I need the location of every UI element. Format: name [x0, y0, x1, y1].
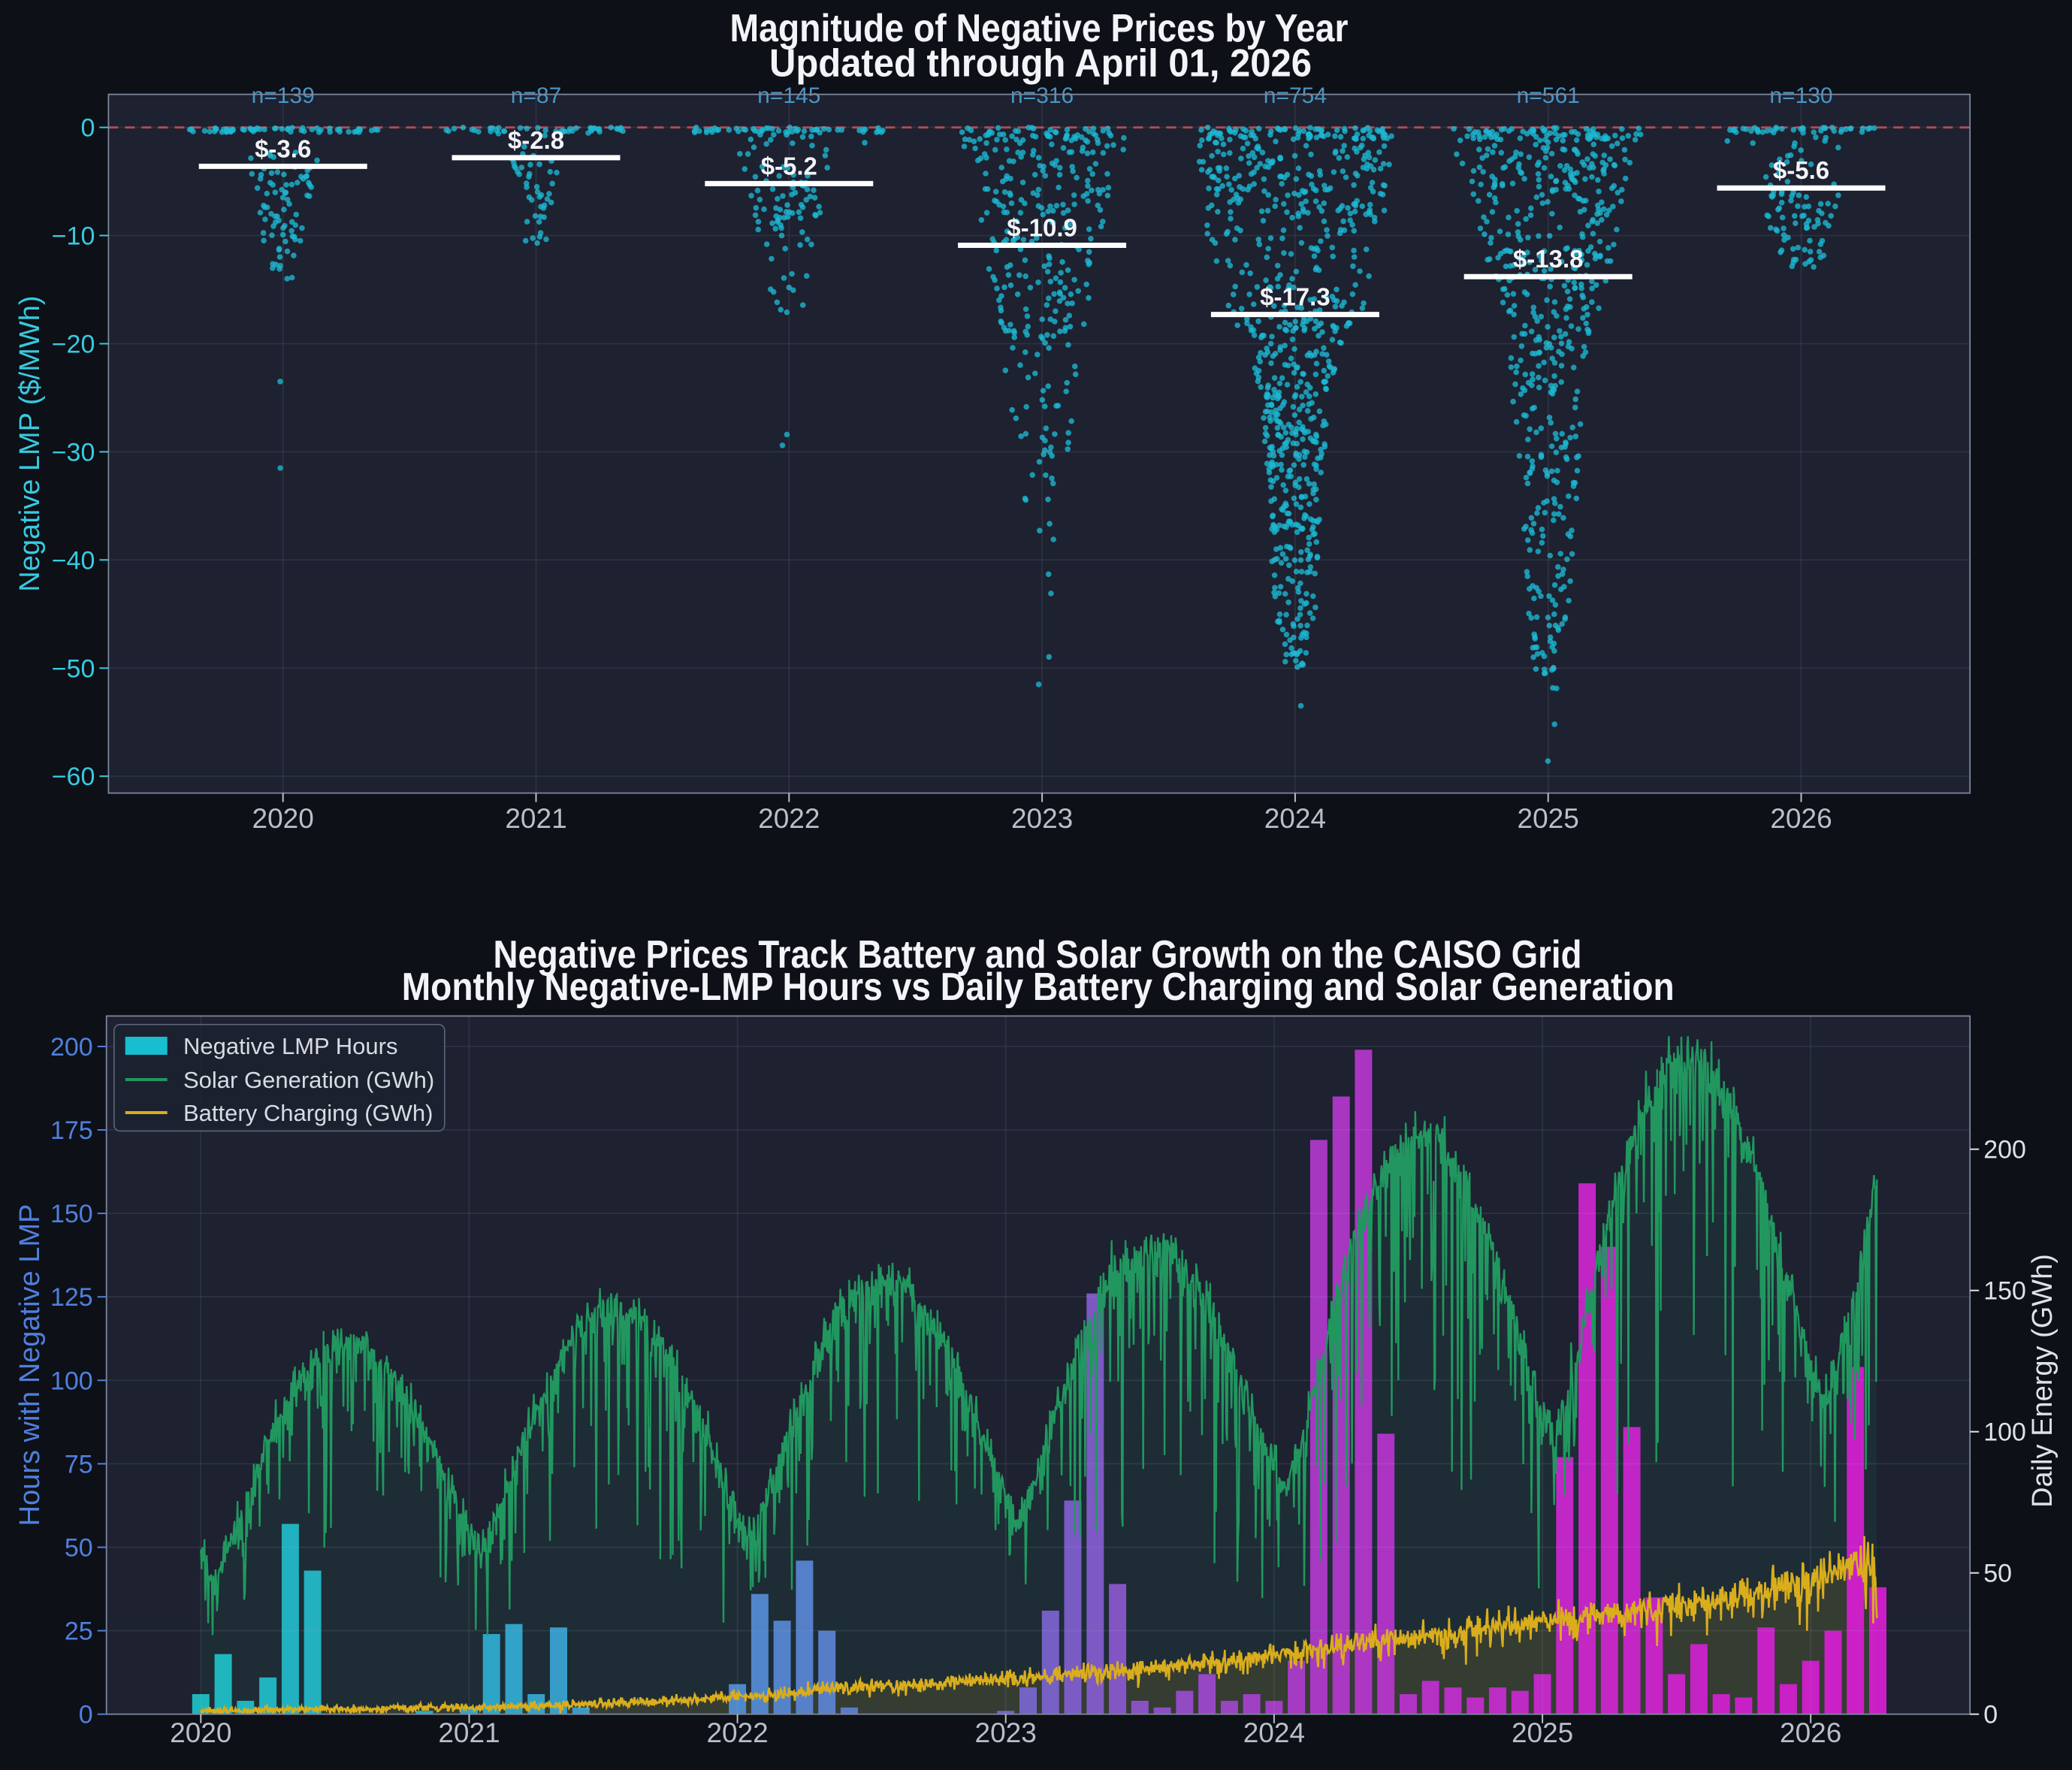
svg-text:100: 100: [1983, 1418, 2026, 1447]
svg-text:0: 0: [79, 1701, 93, 1729]
svg-text:2022: 2022: [758, 803, 820, 834]
svg-text:Negative Prices Track Battery: Negative Prices Track Battery and Solar …: [494, 933, 1582, 977]
svg-text:Battery Charging (GWh): Battery Charging (GWh): [183, 1100, 433, 1126]
svg-text:Daily Energy (GWh): Daily Energy (GWh): [2027, 1254, 2058, 1508]
svg-text:n=316: n=316: [1010, 83, 1074, 108]
svg-text:25: 25: [65, 1617, 93, 1646]
svg-text:100: 100: [50, 1367, 93, 1395]
svg-text:50: 50: [1983, 1560, 2012, 1588]
svg-text:−10: −10: [52, 222, 95, 251]
svg-text:2023: 2023: [975, 1717, 1037, 1748]
svg-text:2024: 2024: [1264, 803, 1326, 834]
svg-text:$-17.3: $-17.3: [1260, 283, 1330, 311]
svg-text:n=130: n=130: [1769, 83, 1832, 108]
svg-text:2022: 2022: [706, 1717, 768, 1748]
svg-text:2024: 2024: [1243, 1717, 1305, 1748]
svg-text:2021: 2021: [438, 1717, 500, 1748]
svg-text:2026: 2026: [1780, 1717, 1841, 1748]
svg-text:2025: 2025: [1512, 1717, 1573, 1748]
svg-text:125: 125: [50, 1283, 93, 1312]
svg-text:$-3.6: $-3.6: [255, 134, 311, 162]
svg-text:0: 0: [1983, 1701, 1998, 1729]
svg-text:Monthly Negative-LMP Hours vs: Monthly Negative-LMP Hours vs Daily Batt…: [402, 965, 1675, 1009]
svg-text:n=87: n=87: [511, 83, 562, 108]
svg-text:n=561: n=561: [1517, 83, 1580, 108]
svg-text:n=139: n=139: [252, 83, 315, 108]
svg-text:n=145: n=145: [757, 83, 820, 108]
svg-text:Updated through April 01, 2026: Updated through April 01, 2026: [769, 42, 1312, 86]
svg-text:200: 200: [1983, 1136, 2026, 1164]
svg-text:2020: 2020: [170, 1717, 231, 1748]
svg-text:150: 150: [50, 1200, 93, 1228]
svg-text:−20: −20: [52, 331, 95, 359]
svg-text:150: 150: [1983, 1277, 2026, 1306]
svg-text:175: 175: [50, 1116, 93, 1145]
svg-text:n=754: n=754: [1264, 83, 1327, 108]
svg-text:$-10.9: $-10.9: [1007, 214, 1077, 242]
svg-text:75: 75: [65, 1450, 93, 1479]
svg-text:2026: 2026: [1770, 803, 1832, 834]
svg-text:−50: −50: [52, 654, 95, 683]
svg-text:Magnitude of Negative Prices b: Magnitude of Negative Prices by Year: [730, 7, 1349, 50]
svg-text:200: 200: [50, 1033, 93, 1062]
svg-text:$-5.6: $-5.6: [1773, 156, 1829, 184]
svg-text:$-13.8: $-13.8: [1513, 245, 1584, 273]
svg-text:2021: 2021: [505, 803, 566, 834]
svg-text:0: 0: [80, 114, 95, 143]
svg-text:Hours with Negative LMP: Hours with Negative LMP: [14, 1204, 46, 1527]
svg-text:2025: 2025: [1518, 803, 1579, 834]
svg-text:$-2.8: $-2.8: [508, 126, 564, 154]
svg-text:$-5.2: $-5.2: [761, 152, 817, 180]
svg-text:−40: −40: [52, 546, 95, 575]
svg-text:Solar Generation (GWh): Solar Generation (GWh): [183, 1067, 434, 1093]
svg-text:−60: −60: [52, 763, 95, 791]
svg-text:2023: 2023: [1011, 803, 1073, 834]
svg-text:Negative LMP Hours: Negative LMP Hours: [183, 1033, 397, 1059]
svg-text:2020: 2020: [252, 803, 314, 834]
svg-text:Negative LMP ($/MWh): Negative LMP ($/MWh): [14, 295, 46, 591]
svg-text:50: 50: [65, 1534, 93, 1563]
svg-text:−30: −30: [52, 438, 95, 467]
